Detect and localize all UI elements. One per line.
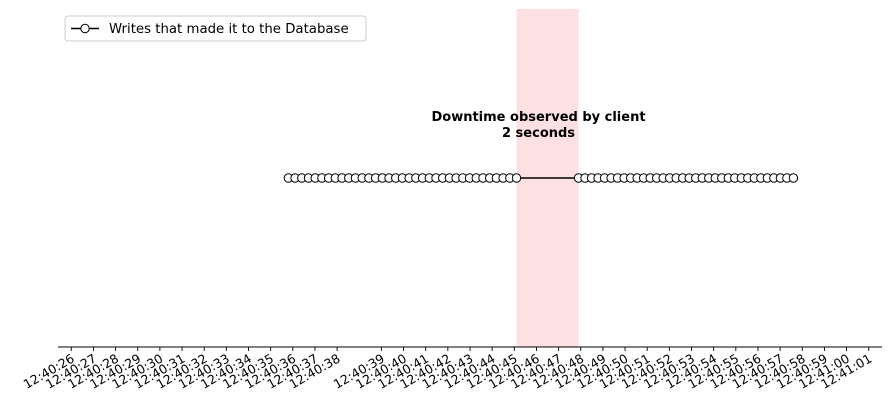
- legend-marker: [80, 23, 90, 34]
- series-layer: [283, 173, 799, 183]
- downtime-label: Downtime observed by client: [431, 110, 645, 125]
- legend-frame: [64, 15, 367, 42]
- x-axis: 12:40:2612:40:2712:40:2812:40:2912:40:30…: [21, 346, 882, 392]
- legend: Writes that made it to the Database: [64, 15, 367, 42]
- data-point: [788, 173, 799, 183]
- downtime-duration-label: 2 seconds: [502, 126, 575, 141]
- legend-entry: Writes that made it to the Database: [109, 22, 349, 37]
- data-point: [511, 173, 522, 183]
- downtime-annotation: Downtime observed by client 2 seconds: [431, 110, 645, 141]
